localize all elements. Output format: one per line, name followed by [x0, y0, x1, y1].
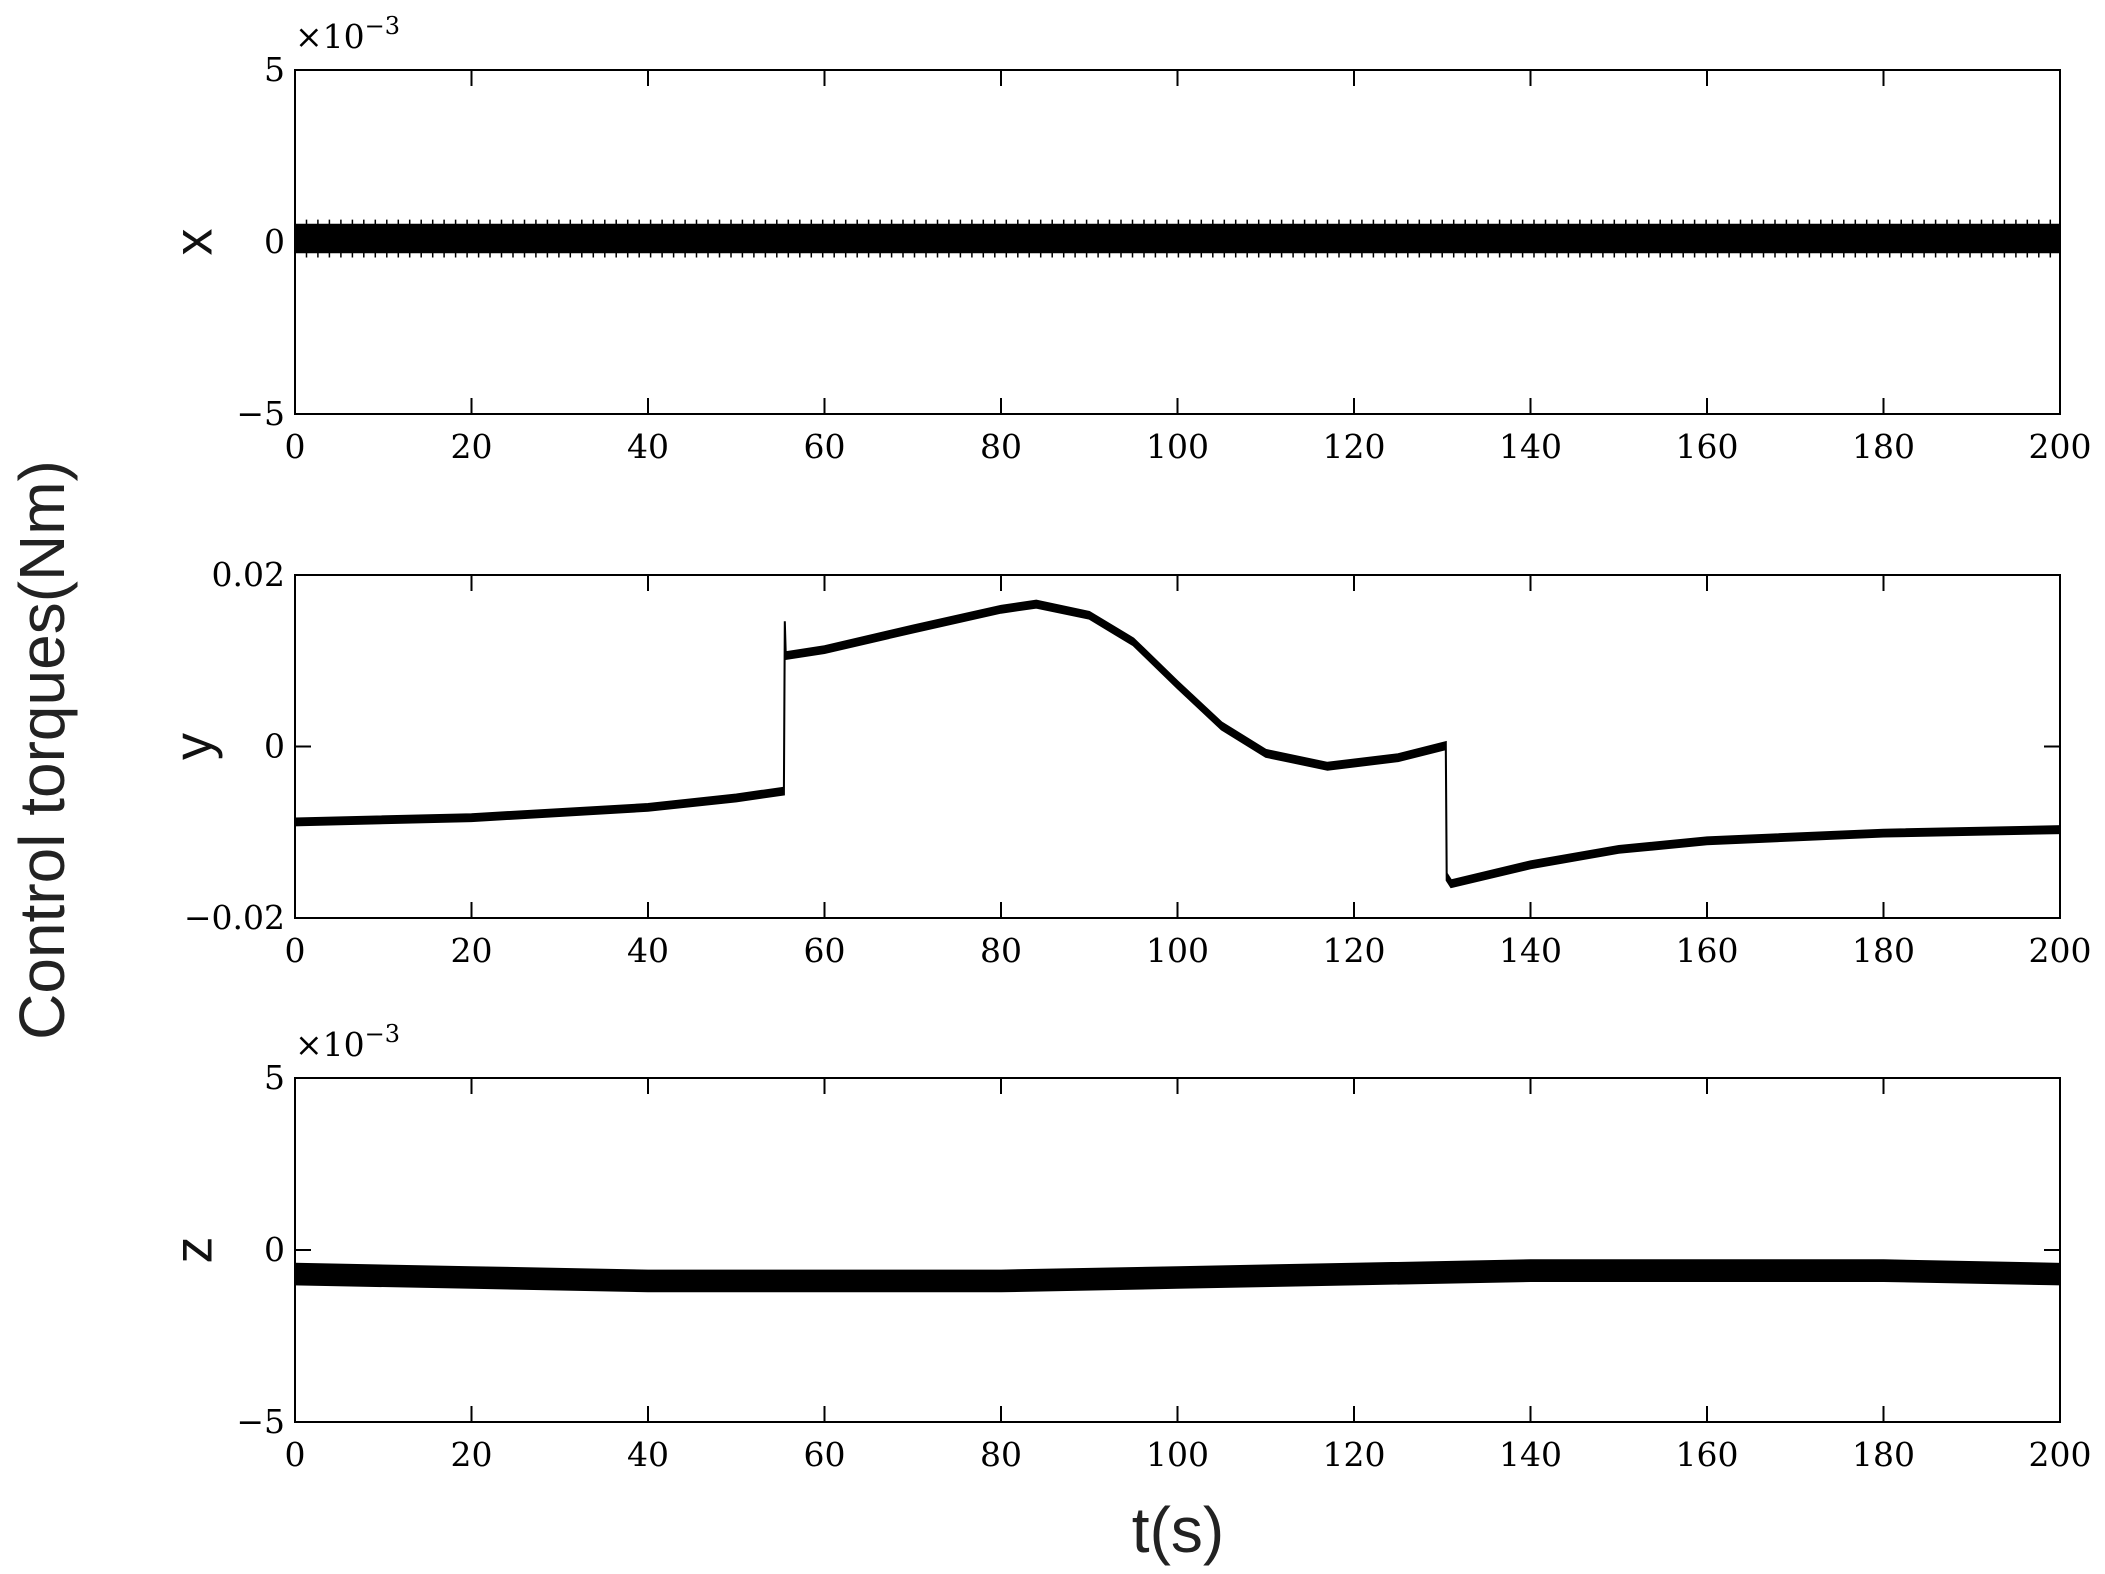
xtick-label: 20: [451, 931, 493, 970]
xtick-label: 60: [804, 1435, 846, 1474]
xtick-label: 160: [1676, 427, 1739, 466]
xtick-label: 40: [627, 427, 669, 466]
series-line-z: [294, 1259, 2061, 1293]
xtick-label: 40: [627, 931, 669, 970]
xtick-label: 80: [980, 931, 1022, 970]
xtick-label: 140: [1499, 427, 1562, 466]
xtick-label: 200: [2029, 1435, 2092, 1474]
ytick-label: 0: [264, 1230, 285, 1269]
xtick-label: 0: [285, 931, 306, 970]
xtick-label: 0: [285, 1435, 306, 1474]
axes-box-z: [294, 1077, 2061, 1423]
xtick-label: 100: [1146, 427, 1209, 466]
xtick-label: 60: [804, 931, 846, 970]
xtick-label: 180: [1852, 427, 1915, 466]
ytick-label: 5: [264, 1058, 285, 1097]
series-line-x: [294, 223, 2061, 254]
axis-multiplier-exponent: −3: [365, 12, 400, 40]
xtick-label: 180: [1852, 931, 1915, 970]
xtick-label: 100: [1146, 931, 1209, 970]
ytick-label: 0.02: [212, 555, 285, 594]
axis-label-y: y: [163, 733, 223, 760]
axis-multiplier-x: ×10−3: [295, 12, 400, 56]
xtick-label: 80: [980, 1435, 1022, 1474]
axes-box-y: [294, 574, 2061, 919]
ytick-label: −5: [236, 394, 285, 433]
ytick-label: 0: [264, 222, 285, 261]
xtick-label: 20: [451, 1435, 493, 1474]
xtick-label: 80: [980, 427, 1022, 466]
xtick-label: 120: [1323, 427, 1386, 466]
xtick-label: 20: [451, 427, 493, 466]
xtick-label: 0: [285, 427, 306, 466]
xtick-label: 160: [1676, 931, 1739, 970]
xtick-label: 180: [1852, 1435, 1915, 1474]
series-line-y: [294, 599, 2061, 889]
figure-xlabel: t(s): [1132, 1494, 1224, 1566]
xtick-label: 200: [2029, 427, 2092, 466]
xtick-label: 120: [1323, 931, 1386, 970]
xtick-label: 160: [1676, 1435, 1739, 1474]
ytick-label: −0.02: [184, 898, 285, 937]
xtick-label: 40: [627, 1435, 669, 1474]
ytick-label: 5: [264, 50, 285, 89]
xtick-label: 200: [2029, 931, 2092, 970]
xtick-label: 60: [804, 427, 846, 466]
ytick-label: −5: [236, 1402, 285, 1441]
axis-label-x: x: [163, 229, 223, 256]
axis-multiplier-exponent: −3: [365, 1020, 400, 1048]
xtick-label: 120: [1323, 1435, 1386, 1474]
axis-label-z: z: [163, 1237, 223, 1264]
xtick-label: 140: [1499, 931, 1562, 970]
axis-multiplier-z: ×10−3: [295, 1020, 400, 1064]
xtick-label: 140: [1499, 1435, 1562, 1474]
xtick-label: 100: [1146, 1435, 1209, 1474]
figure-ylabel: Control torques(Nm): [6, 460, 78, 1040]
ytick-label: 0: [264, 727, 285, 766]
